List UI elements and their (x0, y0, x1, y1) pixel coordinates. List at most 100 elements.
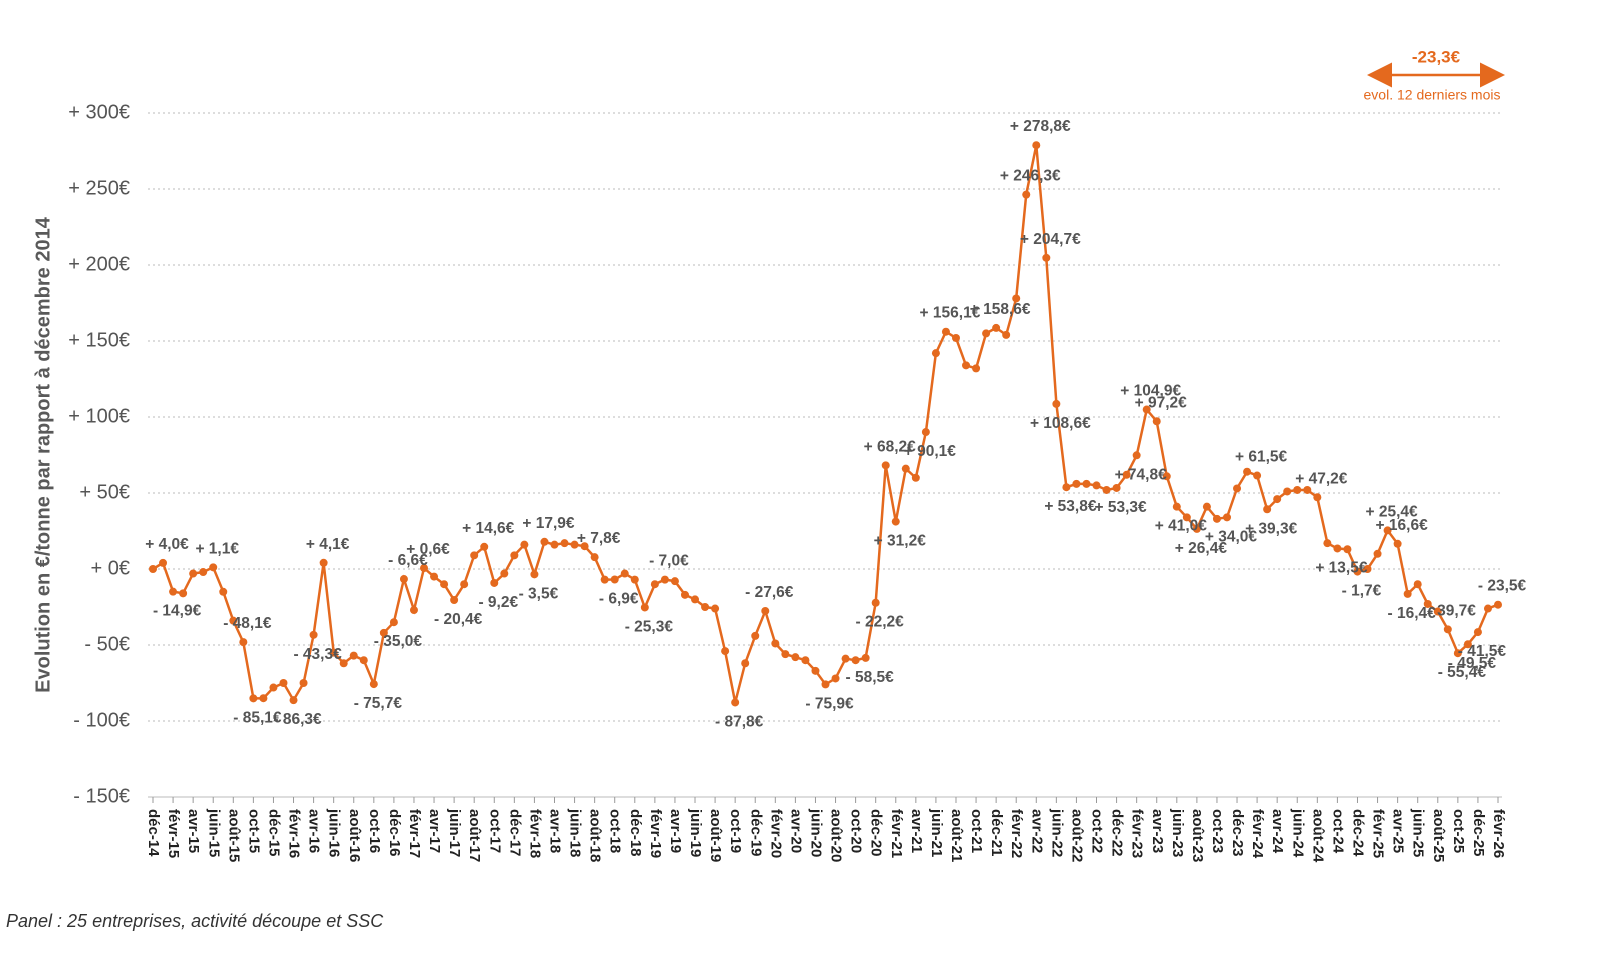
data-point (1473, 628, 1482, 637)
data-point (640, 603, 649, 612)
y-tick-label: + 0€ (91, 557, 130, 579)
x-tick-label: oct-25 (1450, 809, 1467, 853)
data-label: + 26,4€ (1175, 540, 1228, 557)
data-point (1253, 471, 1262, 480)
data-point (1363, 565, 1372, 573)
data-point (1012, 294, 1021, 303)
data-label: - 27,6€ (745, 584, 794, 601)
data-point (1042, 253, 1051, 262)
data-point (610, 575, 619, 584)
data-label: + 13,5€ (1315, 559, 1368, 576)
x-tick-label: juin-16 (326, 808, 343, 857)
data-point (299, 679, 308, 687)
data-label: + 158,6€ (970, 301, 1031, 318)
data-label: - 43,3€ (293, 646, 342, 663)
data-label: - 6,6€ (388, 552, 428, 569)
x-tick-label: avr-25 (1390, 809, 1407, 853)
x-tick-label: déc-25 (1470, 809, 1487, 857)
data-point (1463, 640, 1472, 649)
data-point (339, 659, 348, 668)
data-point (1243, 467, 1252, 476)
data-point (851, 656, 860, 665)
data-point (1172, 502, 1181, 511)
x-tick-label: août-15 (225, 809, 242, 862)
data-point (801, 656, 810, 665)
y-tick-label: + 50€ (79, 481, 130, 503)
data-point (269, 683, 278, 692)
data-point (470, 551, 479, 560)
y-tick-label: - 150€ (73, 785, 130, 807)
data-point (379, 628, 388, 637)
data-point (1333, 544, 1342, 553)
data-label: + 0,6€ (406, 541, 450, 558)
data-label: + 61,5€ (1235, 449, 1288, 466)
data-point (409, 606, 418, 615)
data-point (1393, 539, 1402, 548)
data-label: + 90,1€ (904, 443, 957, 460)
data-label: + 25,4€ (1366, 503, 1419, 520)
data-label: - 1,7€ (1342, 583, 1382, 600)
data-point (1162, 472, 1171, 481)
data-point (660, 575, 669, 584)
data-point (169, 587, 178, 596)
annotation-text: evol. 12 derniers mois (1364, 87, 1501, 103)
data-point (670, 577, 679, 586)
data-point (1494, 600, 1502, 609)
data-label: + 68,2€ (864, 438, 917, 455)
data-point (199, 568, 208, 577)
data-point (349, 651, 358, 660)
data-point (841, 654, 850, 663)
x-tick-label: août-22 (1068, 809, 1085, 862)
data-point (570, 540, 579, 549)
data-label: + 31,2€ (874, 533, 927, 550)
data-point (751, 631, 760, 640)
x-tick-label: déc-20 (868, 809, 885, 857)
x-tick-label: févr-15 (165, 809, 182, 858)
data-point (1343, 545, 1352, 554)
data-label: + 14,6€ (462, 520, 515, 537)
data-label: - 16,4€ (1388, 605, 1437, 622)
x-tick-label: avr-23 (1149, 809, 1166, 853)
data-point (761, 606, 770, 615)
x-tick-label: juin-19 (687, 808, 704, 857)
x-tick-label: déc-17 (506, 809, 523, 857)
x-tick-label: juin-17 (446, 808, 463, 857)
data-label: - 49,5€ (1448, 655, 1497, 672)
data-point (1413, 580, 1422, 589)
data-point (540, 537, 549, 546)
x-tick-label: avr-22 (1028, 809, 1045, 853)
data-point (982, 329, 991, 338)
x-tick-label: déc-21 (988, 809, 1005, 857)
data-point (891, 517, 900, 526)
data-point (972, 364, 981, 373)
y-axis-title: Evolution en €/tonne par rapport à décem… (32, 216, 54, 693)
x-tick-label: oct-20 (848, 809, 865, 853)
data-point (530, 570, 539, 579)
data-point (1142, 405, 1151, 414)
data-point (279, 679, 288, 687)
x-tick-label: août-17 (466, 809, 483, 862)
data-label: - 20,4€ (434, 611, 483, 628)
data-point (1082, 479, 1091, 488)
data-point (369, 680, 378, 689)
data-point (781, 650, 790, 659)
data-label: + 74,8€ (1115, 466, 1168, 483)
data-point (1403, 589, 1412, 598)
grid: + 300€ + 250€ + 200€ + 150€ + 100€ + 50€ + 0€ -… (68, 101, 1507, 863)
data-label: - 22,2€ (856, 614, 905, 631)
x-tick-label: juin-23 (1169, 808, 1186, 857)
data-point (219, 587, 228, 596)
x-tick-label: août-19 (707, 809, 724, 862)
data-point (560, 539, 569, 548)
x-tick-label: févr-25 (1370, 809, 1387, 858)
data-point (460, 580, 469, 589)
data-point (1132, 451, 1141, 460)
x-tick-label: juin-15 (205, 808, 222, 857)
data-label: + 4,1€ (306, 536, 350, 553)
data-point (1122, 470, 1131, 479)
data-point (921, 428, 930, 437)
data-point (159, 558, 168, 567)
x-tick-label: août-24 (1309, 809, 1326, 863)
x-tick-label: août-18 (587, 809, 604, 862)
